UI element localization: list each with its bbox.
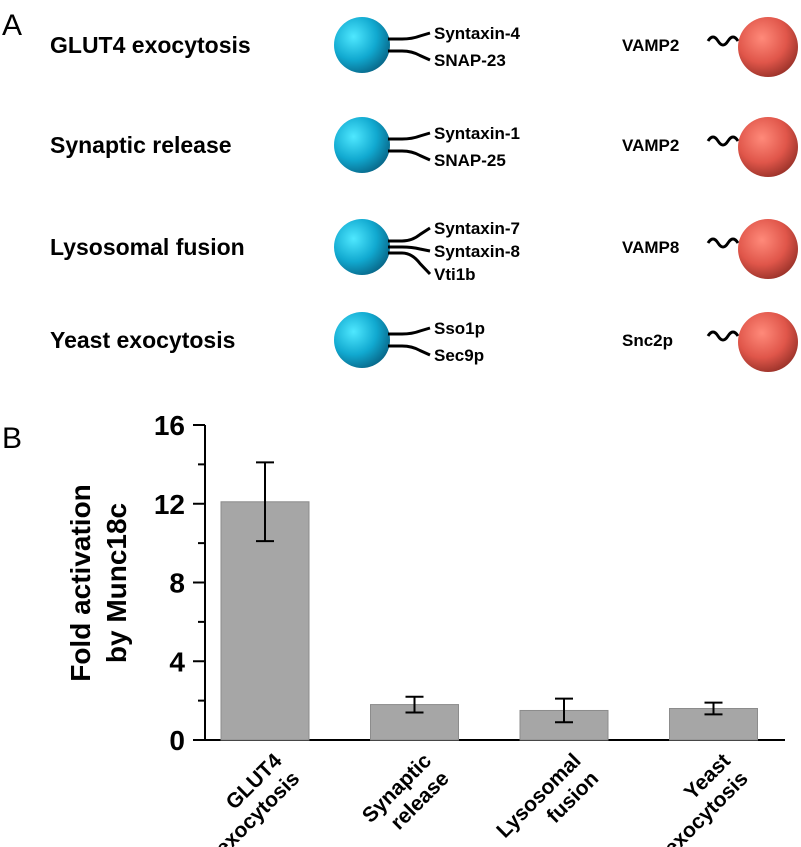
vesicle: [738, 312, 798, 372]
pathway-label: Lysosomal fusion: [50, 234, 245, 260]
t-snare-label: Syntaxin-7: [434, 219, 520, 238]
error-bar: [704, 701, 723, 716]
error-bar: [405, 695, 424, 714]
x-tick-label: Yeastexocytosis: [642, 749, 753, 847]
panel-label: A: [2, 9, 22, 42]
v-snare-label: Snc2p: [622, 331, 673, 350]
vesicle: [738, 219, 798, 279]
t-snare-line: [388, 344, 431, 357]
target-membrane: [334, 219, 390, 275]
y-tick-label: 12: [154, 489, 185, 520]
error-bar: [256, 461, 274, 543]
y-axis-label: Fold activation by Munc18c: [65, 484, 132, 682]
target-membrane: [334, 117, 390, 173]
v-snare-line: [706, 330, 740, 342]
vesicle: [738, 117, 798, 177]
pathway-label: Yeast exocytosis: [50, 327, 235, 353]
pathway-label: GLUT4 exocytosis: [50, 32, 251, 58]
t-snare-label: Syntaxin-8: [434, 242, 520, 261]
t-snare-line: [388, 245, 431, 253]
target-membrane: [334, 17, 390, 73]
y-tick-label: 16: [154, 410, 185, 441]
v-snare-line: [706, 237, 740, 249]
v-snare-line: [706, 35, 740, 47]
v-snare-label: VAMP2: [622, 136, 679, 155]
x-tick-label: Synapticrelease: [358, 749, 454, 845]
y-tick-label: 4: [169, 646, 185, 677]
v-snare-label: VAMP2: [622, 36, 679, 55]
x-tick-label: Lysosomalfusion: [492, 749, 603, 847]
t-snare-line: [388, 131, 431, 141]
t-snare-label: Vti1b: [434, 265, 476, 284]
pathway-label: Synaptic release: [50, 132, 232, 158]
error-bar: [555, 697, 573, 724]
panel-label: B: [2, 422, 22, 455]
t-snare-line: [388, 31, 431, 41]
t-snare-label: Syntaxin-1: [434, 124, 520, 143]
t-snare-label: Sso1p: [434, 319, 485, 338]
target-membrane: [334, 312, 390, 368]
t-snare-line: [388, 226, 431, 243]
y-tick-label: 8: [169, 568, 185, 599]
v-snare-label: VAMP8: [622, 238, 679, 257]
y-tick-label: 0: [169, 725, 185, 756]
v-snare-line: [706, 135, 740, 147]
t-snare-line: [388, 326, 431, 336]
t-snare-line: [388, 251, 432, 276]
t-snare-label: Syntaxin-4: [434, 24, 521, 43]
t-snare-label: SNAP-23: [434, 51, 506, 70]
vesicle: [738, 17, 798, 77]
t-snare-label: Sec9p: [434, 346, 484, 365]
t-snare-label: SNAP-25: [434, 151, 506, 170]
y-axis-label-line: by Munc18c: [101, 503, 132, 663]
t-snare-line: [388, 149, 431, 162]
x-tick-label: GLUT4exocytosis: [194, 749, 305, 847]
y-axis-label-line: Fold activation: [65, 484, 96, 682]
t-snare-line: [388, 49, 431, 62]
